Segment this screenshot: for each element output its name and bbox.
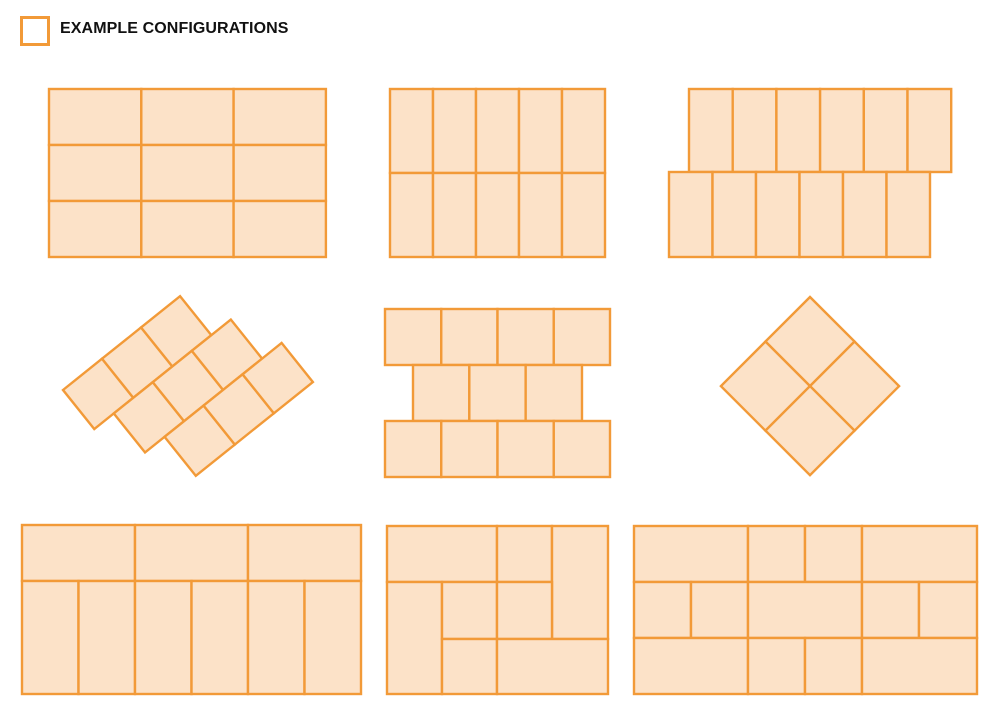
tile — [20, 523, 137, 583]
tile — [383, 419, 443, 479]
tile — [246, 579, 306, 696]
tile — [763, 384, 857, 477]
tile — [47, 143, 143, 203]
tile — [754, 170, 801, 259]
tile — [232, 143, 328, 203]
tile — [411, 363, 471, 423]
tile — [667, 170, 714, 259]
tile — [552, 307, 612, 367]
config-offset-vertical — [667, 87, 953, 259]
tile — [133, 523, 250, 583]
tile — [860, 636, 979, 696]
tile — [440, 580, 499, 641]
tile — [133, 579, 193, 696]
tile — [190, 579, 250, 696]
tile — [388, 171, 435, 259]
tile — [711, 170, 758, 259]
tile — [552, 419, 612, 479]
tile — [860, 524, 979, 584]
tile — [232, 87, 328, 147]
tile — [860, 580, 921, 640]
tile — [632, 580, 693, 640]
tile — [303, 579, 363, 696]
tile — [803, 524, 864, 584]
tile — [385, 580, 444, 696]
tile — [440, 419, 499, 479]
tile — [818, 87, 865, 174]
tile — [550, 524, 610, 641]
tile — [474, 87, 521, 175]
tile — [560, 171, 607, 259]
tile — [560, 87, 607, 175]
tile — [803, 636, 864, 696]
tile — [383, 307, 443, 367]
tile — [496, 419, 555, 479]
tile — [431, 171, 478, 259]
legend-square-icon — [20, 16, 50, 46]
tile — [687, 87, 734, 174]
tile — [140, 143, 235, 203]
tile — [240, 341, 315, 415]
config-diamond — [719, 295, 901, 477]
tile — [524, 363, 584, 423]
config-mixed-rows — [632, 524, 979, 696]
tile — [775, 87, 822, 174]
config-rotated-running-bond — [61, 294, 315, 478]
tile — [47, 87, 143, 147]
config-mixed-pinwheel — [385, 524, 610, 696]
page-title: EXAMPLE CONFIGURATIONS — [60, 20, 289, 37]
tile — [385, 524, 499, 584]
tile — [440, 637, 499, 696]
tile — [746, 580, 864, 640]
config-grid-3x3 — [47, 87, 328, 259]
tile — [731, 87, 778, 174]
config-vertical-5x2 — [388, 87, 607, 259]
tile — [689, 580, 750, 640]
tile — [232, 199, 328, 259]
tile — [746, 636, 807, 696]
tile — [632, 524, 750, 584]
config-running-bond — [383, 307, 612, 479]
tile — [632, 636, 750, 696]
tile — [468, 363, 527, 423]
tile — [906, 87, 953, 174]
tile — [20, 579, 80, 696]
tile — [388, 87, 435, 175]
tile — [431, 87, 478, 175]
tile — [496, 307, 555, 367]
tile — [841, 170, 888, 259]
tile — [495, 637, 610, 696]
tile — [517, 87, 564, 175]
tile — [140, 87, 235, 147]
tile — [77, 579, 137, 696]
tile — [798, 170, 845, 259]
tile — [495, 524, 554, 584]
tile — [495, 580, 554, 641]
tile — [246, 523, 363, 583]
tile — [440, 307, 499, 367]
tile — [47, 199, 143, 259]
tile — [474, 171, 521, 259]
config-wide-over-narrow — [20, 523, 363, 696]
tile — [517, 171, 564, 259]
tile — [746, 524, 807, 584]
tile — [140, 199, 235, 259]
tile — [885, 170, 932, 259]
tile — [862, 87, 909, 174]
tile — [917, 580, 979, 640]
